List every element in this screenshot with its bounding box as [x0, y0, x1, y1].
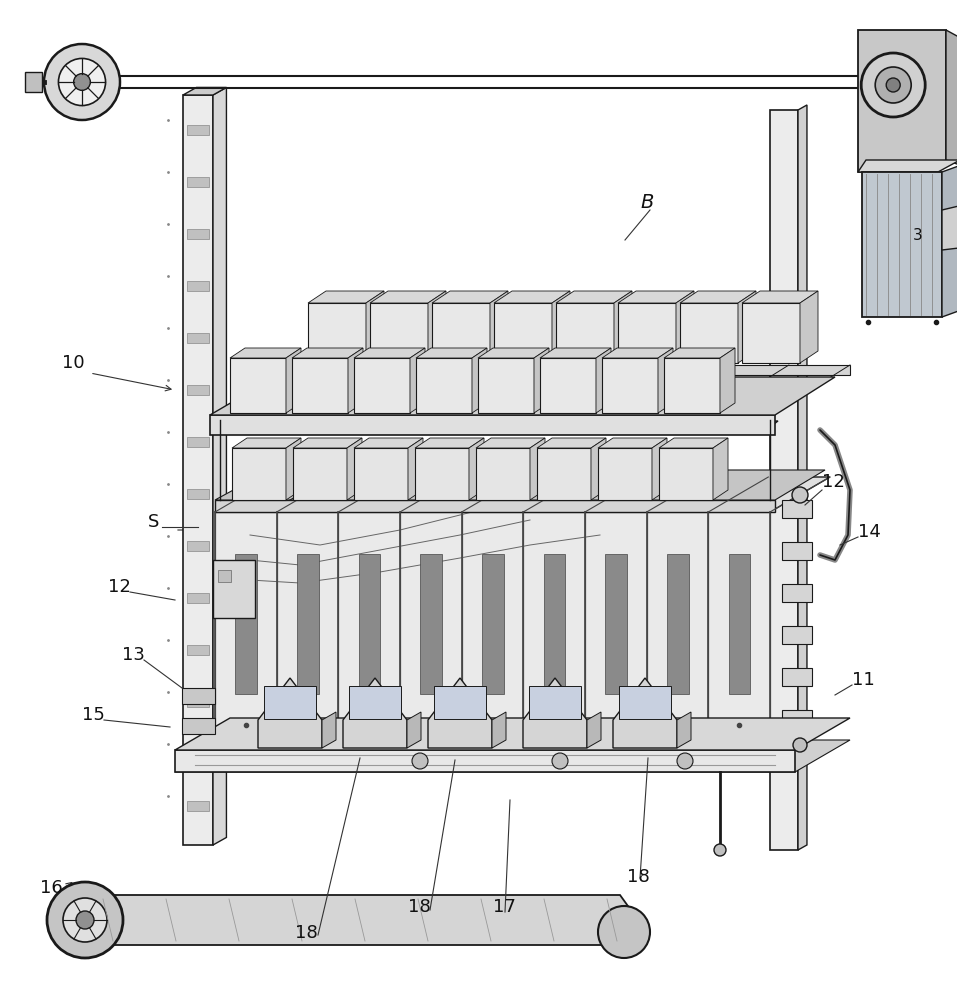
Polygon shape: [556, 291, 632, 303]
Circle shape: [74, 74, 90, 90]
Polygon shape: [530, 438, 545, 500]
Polygon shape: [647, 512, 708, 745]
Polygon shape: [187, 177, 209, 187]
Polygon shape: [175, 750, 795, 772]
Text: B: B: [640, 193, 654, 212]
Polygon shape: [175, 718, 850, 750]
Polygon shape: [235, 554, 256, 694]
Polygon shape: [410, 348, 425, 413]
Polygon shape: [529, 686, 581, 719]
Text: 18: 18: [295, 924, 318, 942]
Polygon shape: [230, 358, 286, 413]
Polygon shape: [408, 438, 423, 500]
Polygon shape: [713, 438, 728, 500]
Polygon shape: [416, 348, 487, 358]
Polygon shape: [742, 291, 818, 303]
Polygon shape: [339, 512, 400, 745]
Polygon shape: [770, 110, 798, 850]
Polygon shape: [347, 438, 362, 500]
Polygon shape: [659, 438, 728, 448]
Polygon shape: [25, 72, 42, 92]
Polygon shape: [428, 291, 446, 363]
Polygon shape: [215, 477, 830, 512]
Text: 16: 16: [40, 879, 63, 897]
Polygon shape: [492, 712, 506, 748]
Polygon shape: [187, 385, 209, 395]
Polygon shape: [858, 160, 957, 172]
Circle shape: [876, 67, 911, 103]
Polygon shape: [782, 500, 812, 518]
Polygon shape: [676, 291, 694, 363]
Polygon shape: [187, 125, 209, 135]
Circle shape: [861, 53, 925, 117]
Polygon shape: [494, 303, 552, 363]
Polygon shape: [292, 358, 348, 413]
Polygon shape: [552, 291, 570, 363]
Polygon shape: [187, 697, 209, 707]
Polygon shape: [476, 448, 530, 500]
Polygon shape: [652, 438, 667, 500]
Polygon shape: [215, 512, 277, 745]
Circle shape: [552, 753, 568, 769]
Polygon shape: [680, 303, 738, 363]
Circle shape: [58, 58, 105, 106]
Polygon shape: [591, 438, 606, 500]
Polygon shape: [472, 348, 487, 413]
Circle shape: [598, 906, 650, 958]
Polygon shape: [728, 554, 750, 694]
Polygon shape: [659, 448, 713, 500]
Polygon shape: [432, 291, 508, 303]
Polygon shape: [680, 291, 756, 303]
Polygon shape: [596, 348, 611, 413]
Polygon shape: [664, 358, 720, 413]
Polygon shape: [370, 291, 446, 303]
Polygon shape: [677, 712, 691, 748]
Polygon shape: [407, 712, 421, 748]
Polygon shape: [187, 229, 209, 239]
Polygon shape: [469, 438, 484, 500]
Polygon shape: [942, 164, 957, 317]
Circle shape: [63, 898, 107, 942]
Polygon shape: [618, 291, 694, 303]
Polygon shape: [213, 87, 227, 845]
Polygon shape: [658, 348, 673, 413]
Polygon shape: [428, 678, 492, 748]
Polygon shape: [215, 500, 775, 512]
Polygon shape: [220, 421, 778, 427]
Polygon shape: [598, 448, 652, 500]
Polygon shape: [720, 348, 735, 413]
Polygon shape: [432, 303, 490, 363]
Polygon shape: [183, 87, 227, 95]
Polygon shape: [606, 554, 627, 694]
Polygon shape: [297, 554, 319, 694]
Text: 15: 15: [82, 706, 105, 724]
Circle shape: [47, 882, 123, 958]
Polygon shape: [415, 438, 484, 448]
Polygon shape: [540, 358, 596, 413]
Polygon shape: [293, 438, 362, 448]
Polygon shape: [800, 291, 818, 363]
Polygon shape: [187, 645, 209, 655]
Polygon shape: [434, 686, 486, 719]
Polygon shape: [232, 438, 301, 448]
Polygon shape: [523, 512, 585, 745]
Polygon shape: [218, 570, 231, 582]
Polygon shape: [476, 438, 545, 448]
Polygon shape: [230, 348, 301, 358]
Polygon shape: [277, 512, 339, 745]
Circle shape: [412, 753, 428, 769]
Polygon shape: [862, 172, 942, 317]
Polygon shape: [187, 749, 209, 759]
Polygon shape: [187, 801, 209, 811]
Polygon shape: [348, 348, 363, 413]
Polygon shape: [587, 712, 601, 748]
Polygon shape: [534, 348, 549, 413]
Polygon shape: [308, 303, 366, 363]
Text: 12: 12: [108, 578, 131, 596]
Circle shape: [677, 753, 693, 769]
Polygon shape: [187, 333, 209, 343]
Polygon shape: [782, 542, 812, 560]
Circle shape: [792, 487, 808, 503]
Polygon shape: [286, 348, 301, 413]
